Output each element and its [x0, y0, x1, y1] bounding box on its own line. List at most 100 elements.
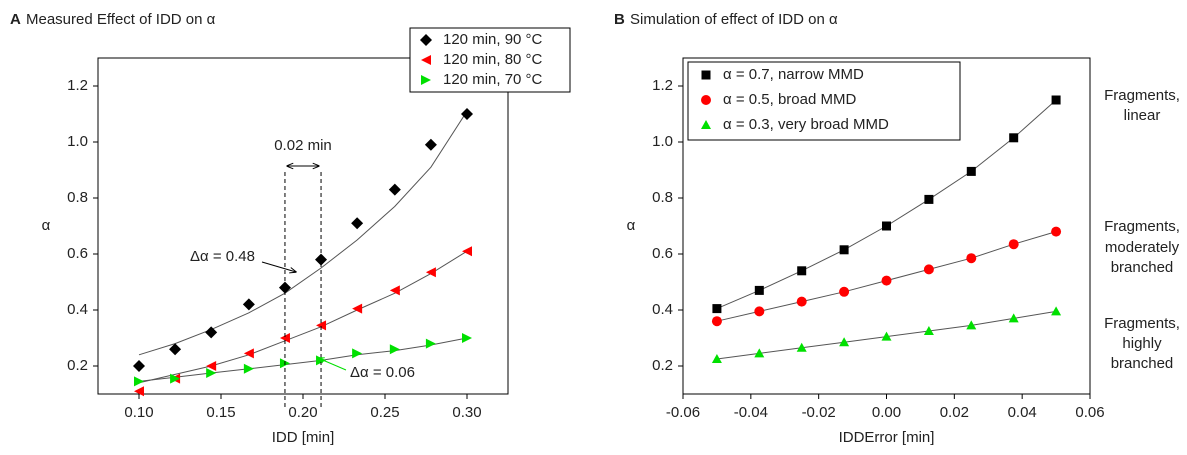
plot-frame	[97, 57, 509, 395]
y-tick-label: 0.8	[67, 189, 88, 206]
marker	[839, 337, 850, 347]
marker	[316, 320, 327, 331]
legend-label: 120 min, 70 °C	[443, 71, 543, 88]
x-tick-label: 0.00	[872, 404, 901, 421]
marker	[1008, 313, 1019, 323]
marker	[462, 333, 472, 343]
marker	[1008, 239, 1019, 250]
marker	[797, 266, 807, 276]
y-tick-label: 1.0	[67, 133, 88, 150]
panel-label: A	[10, 11, 21, 28]
marker	[754, 306, 765, 317]
marker	[389, 344, 400, 355]
marker	[134, 386, 144, 397]
marker	[243, 348, 254, 359]
marker	[966, 253, 977, 264]
y-tick-label: 0.4	[67, 301, 88, 318]
marker	[388, 183, 401, 196]
x-tick-label: 0.20	[288, 404, 317, 421]
x-axis-label: IDD [min]	[272, 429, 335, 446]
annotation: linear	[1124, 107, 1161, 124]
marker	[461, 108, 473, 120]
marker	[796, 296, 807, 307]
y-axis-label: α	[42, 217, 51, 234]
annotation: Fragments,	[1104, 218, 1180, 235]
marker	[389, 285, 400, 296]
marker	[279, 333, 290, 343]
marker	[242, 298, 255, 311]
y-tick-label: 0.2	[652, 357, 673, 374]
annotation-arrow	[318, 358, 347, 371]
marker	[134, 376, 144, 387]
marker	[169, 343, 182, 356]
legend-label: α = 0.5, broad MMD	[723, 91, 856, 108]
annotation: branched	[1111, 259, 1174, 276]
y-tick-label: 0.6	[652, 245, 673, 262]
annotation: 0.02 min	[274, 137, 332, 154]
annotation: branched	[1111, 355, 1174, 372]
marker	[424, 138, 437, 151]
annotation: Δα = 0.06	[350, 364, 415, 381]
legend-marker	[701, 70, 711, 80]
marker	[754, 348, 765, 358]
panel-label: B	[614, 11, 625, 28]
marker	[881, 275, 892, 286]
marker	[206, 368, 217, 378]
x-tick-label: 0.10	[124, 404, 153, 421]
legend-marker	[701, 95, 711, 105]
y-tick-label: 0.8	[652, 189, 673, 206]
y-tick-label: 0.4	[652, 301, 673, 318]
annotation: moderately	[1105, 239, 1180, 256]
marker	[923, 264, 934, 275]
marker	[1009, 133, 1019, 143]
legend-marker	[701, 120, 711, 129]
fit-line	[138, 110, 468, 356]
marker	[754, 285, 764, 295]
y-tick-label: 0.6	[67, 245, 88, 262]
x-tick-label: -0.06	[666, 404, 700, 421]
marker	[352, 303, 363, 314]
legend-box	[409, 27, 571, 93]
annotation: highly	[1122, 335, 1162, 352]
marker	[205, 326, 218, 339]
x-tick-label: 0.30	[452, 404, 481, 421]
x-tick-label: -0.04	[734, 404, 768, 421]
marker	[243, 363, 254, 374]
x-tick-label: 0.04	[1008, 404, 1037, 421]
y-axis-label: α	[627, 217, 636, 234]
marker	[924, 194, 934, 204]
marker	[711, 316, 722, 327]
y-tick-label: 0.2	[67, 357, 88, 374]
fit-line	[138, 250, 468, 384]
marker	[1051, 226, 1062, 237]
marker	[1051, 95, 1061, 105]
legend-label: 120 min, 80 °C	[443, 51, 543, 68]
x-tick-label: 0.06	[1075, 404, 1104, 421]
legend-label: 120 min, 90 °C	[443, 31, 543, 48]
fit-line	[138, 337, 468, 382]
x-tick-label: 0.15	[206, 404, 235, 421]
annotation: Δα = 0.48	[190, 248, 255, 265]
marker	[923, 326, 934, 335]
annotation: Fragments,	[1104, 87, 1180, 104]
marker	[966, 166, 976, 176]
marker	[462, 246, 472, 257]
marker	[796, 342, 807, 352]
chart-title: Measured Effect of IDD on α	[26, 11, 216, 28]
x-axis-label: IDDError [min]	[839, 429, 935, 446]
marker	[881, 331, 892, 341]
marker	[966, 320, 977, 330]
legend-label: α = 0.3, very broad MMD	[723, 116, 889, 133]
y-tick-label: 1.2	[67, 77, 88, 94]
y-tick-label: 1.0	[652, 133, 673, 150]
marker	[711, 354, 722, 363]
annotation-arrow	[261, 261, 296, 272]
marker	[839, 286, 850, 297]
marker	[351, 217, 364, 230]
marker	[425, 338, 436, 349]
marker	[882, 221, 891, 231]
legend-box	[687, 61, 961, 141]
marker	[1051, 306, 1062, 316]
x-tick-label: -0.02	[802, 404, 836, 421]
